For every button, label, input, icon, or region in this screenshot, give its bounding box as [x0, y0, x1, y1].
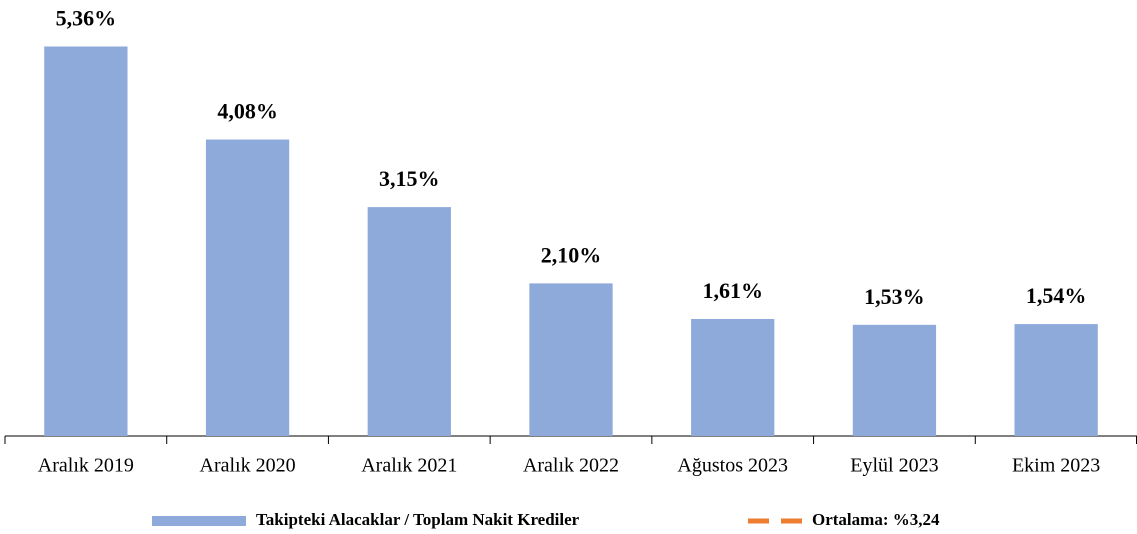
legend-label: Ortalama: %3,24	[812, 510, 940, 529]
x-tick-label: Ekim 2023	[1012, 455, 1100, 477]
bar	[691, 319, 775, 436]
data-label: 1,54%	[1026, 283, 1087, 308]
bar	[1014, 324, 1098, 436]
x-tick-label: Aralık 2020	[200, 455, 296, 477]
bar	[44, 46, 128, 437]
x-tick-label: Aralık 2022	[523, 455, 619, 477]
data-label: 5,36%	[56, 6, 117, 31]
bar	[529, 283, 613, 436]
legend-swatch	[152, 516, 246, 526]
x-tick-label: Ağustos 2023	[677, 455, 788, 477]
bar	[205, 139, 290, 436]
data-label: 1,53%	[864, 284, 925, 309]
x-tick-label: Aralık 2021	[361, 455, 457, 477]
legend-label: Takipteki Alacaklar / Toplam Nakit Kredi…	[256, 510, 580, 529]
bar	[852, 324, 937, 436]
x-tick-label: Eylül 2023	[850, 455, 938, 477]
data-label: 2,10%	[541, 242, 602, 267]
data-label: 3,15%	[379, 166, 440, 191]
data-label: 4,08%	[217, 99, 278, 124]
bar	[367, 207, 451, 436]
data-label: 1,61%	[702, 278, 763, 303]
x-tick-label: Aralık 2019	[38, 455, 134, 477]
